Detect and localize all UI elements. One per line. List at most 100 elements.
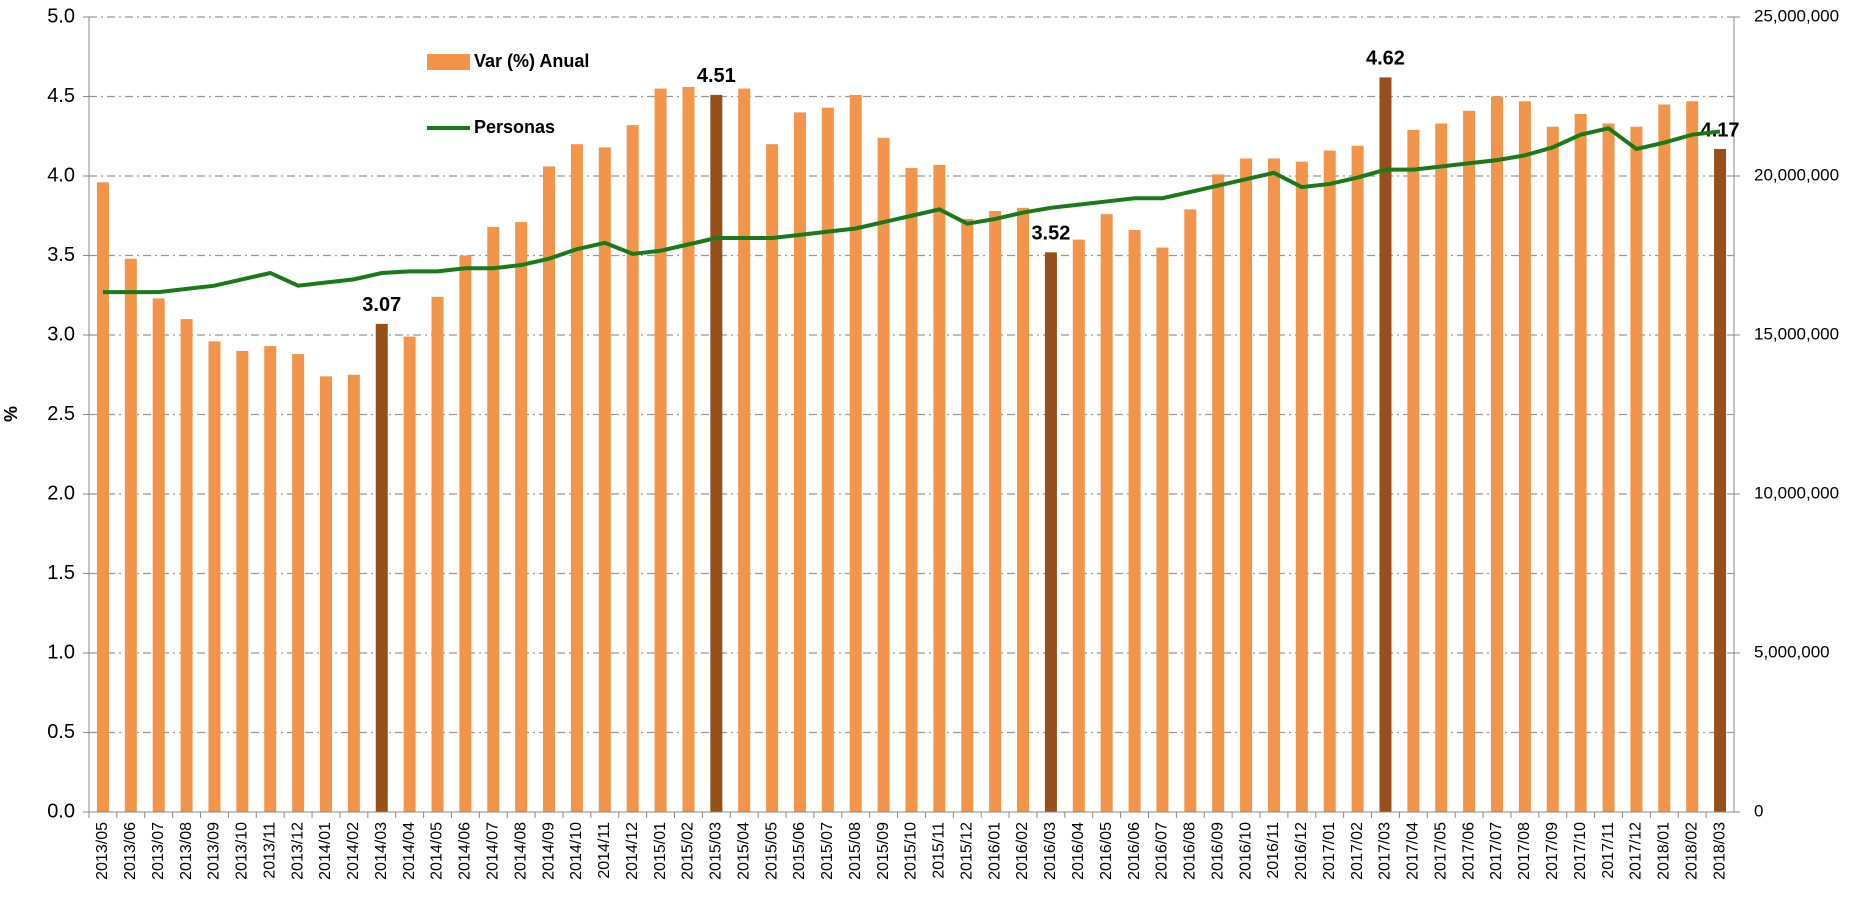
y-tick-label: 0.0 [47, 800, 75, 822]
bar [598, 147, 611, 812]
bar [793, 112, 806, 812]
data-label: 4.17 [1701, 119, 1740, 141]
x-tick-label: 2014/12 [624, 822, 641, 880]
x-tick-label: 2016/07 [1154, 822, 1171, 880]
bar [543, 166, 556, 812]
x-tick-label: 2016/10 [1237, 822, 1254, 880]
bar [1044, 252, 1057, 812]
data-label: 4.51 [697, 65, 736, 87]
bar [1072, 239, 1085, 813]
bar [96, 182, 109, 813]
y2-tick-label: 25,000,000 [1754, 6, 1839, 25]
bar [933, 164, 946, 812]
y-tick-label: 1.0 [47, 641, 75, 663]
x-tick-label: 2014/08 [512, 822, 529, 880]
x-tick-label: 2015/08 [847, 822, 864, 880]
x-tick-label: 2017/07 [1488, 822, 1505, 880]
bar [1658, 104, 1671, 812]
x-tick-label: 2016/03 [1042, 822, 1059, 880]
y-tick-label: 5.0 [47, 5, 75, 27]
bar [961, 218, 974, 812]
y2-tick-label: 5,000,000 [1754, 642, 1830, 661]
bar [124, 258, 137, 812]
y-tick-label: 0.5 [47, 721, 75, 743]
bar [1184, 209, 1197, 812]
x-tick-label: 2017/02 [1349, 822, 1366, 880]
x-tick-label: 2016/01 [986, 822, 1003, 880]
y-tick-label: 3.5 [47, 244, 75, 266]
x-tick-label: 2013/07 [150, 822, 167, 880]
x-tick-label: 2014/11 [596, 822, 613, 879]
y-tick-label: 1.5 [47, 562, 75, 584]
y2-tick-label: 10,000,000 [1754, 483, 1839, 502]
x-tick-label: 2013/05 [94, 822, 111, 880]
y-axis-label: % [1, 406, 21, 422]
bar [989, 210, 1002, 813]
x-tick-label: 2013/09 [206, 822, 223, 880]
x-tick-label: 2016/08 [1182, 822, 1199, 880]
x-tick-label: 2015/01 [652, 822, 669, 880]
bar [292, 354, 305, 812]
bar [1714, 148, 1727, 813]
bar [1295, 161, 1308, 812]
data-label: 3.07 [362, 294, 401, 316]
bar [570, 144, 583, 812]
bar [738, 88, 751, 813]
bar [1602, 123, 1615, 812]
x-tick-label: 2016/12 [1293, 822, 1310, 880]
bar [1630, 126, 1643, 812]
x-tick-label: 2017/12 [1628, 822, 1645, 880]
bar [766, 144, 779, 812]
x-tick-label: 2014/04 [401, 822, 418, 880]
x-tick-label: 2015/10 [903, 822, 920, 880]
x-tick-label: 2015/03 [708, 822, 725, 880]
x-tick-label: 2018/01 [1656, 822, 1673, 880]
x-tick-label: 2016/02 [1014, 822, 1031, 880]
y-tick-label: 4.5 [47, 85, 75, 107]
x-tick-label: 2014/01 [317, 822, 334, 880]
legend-swatch [427, 54, 470, 70]
bar [1100, 214, 1113, 812]
x-tick-label: 2013/12 [289, 822, 306, 880]
bar [626, 125, 639, 813]
bar [905, 168, 918, 813]
y2-tick-label: 0 [1754, 801, 1763, 820]
bar [180, 319, 193, 812]
bar [1546, 126, 1559, 812]
bar [403, 336, 416, 812]
x-tick-label: 2016/05 [1098, 822, 1115, 880]
data-label: 3.52 [1031, 223, 1070, 245]
x-tick-label: 2014/06 [457, 822, 474, 880]
bar [459, 255, 472, 812]
x-tick-label: 2014/02 [345, 822, 362, 880]
bar [152, 298, 165, 812]
bar [1686, 101, 1699, 812]
x-tick-label: 2018/02 [1683, 822, 1700, 880]
bar [487, 226, 500, 812]
x-tick-label: 2013/06 [122, 822, 139, 880]
x-tick-label: 2017/03 [1377, 822, 1394, 880]
y2-tick-label: 20,000,000 [1754, 165, 1839, 184]
x-tick-label: 2017/10 [1572, 822, 1589, 880]
x-tick-label: 2017/05 [1432, 822, 1449, 880]
bar [431, 296, 444, 813]
bar [1351, 145, 1364, 813]
legend-label: Personas [474, 117, 555, 137]
x-tick-label: 2014/05 [429, 822, 446, 880]
y-tick-label: 4.0 [47, 164, 75, 186]
x-tick-label: 2017/06 [1460, 822, 1477, 880]
bar [1156, 247, 1169, 813]
x-tick-label: 2014/07 [484, 822, 501, 880]
bar [1574, 113, 1587, 813]
x-tick-label: 2014/09 [540, 822, 557, 880]
x-tick-label: 2015/09 [875, 822, 892, 880]
x-tick-label: 2015/06 [791, 822, 808, 880]
x-tick-label: 2015/11 [931, 822, 948, 879]
bar [1240, 158, 1253, 812]
x-tick-label: 2016/06 [1126, 822, 1143, 880]
bar [1267, 158, 1280, 812]
x-tick-label: 2013/11 [261, 822, 278, 879]
x-tick-label: 2016/09 [1209, 822, 1226, 880]
bar [1435, 123, 1448, 812]
